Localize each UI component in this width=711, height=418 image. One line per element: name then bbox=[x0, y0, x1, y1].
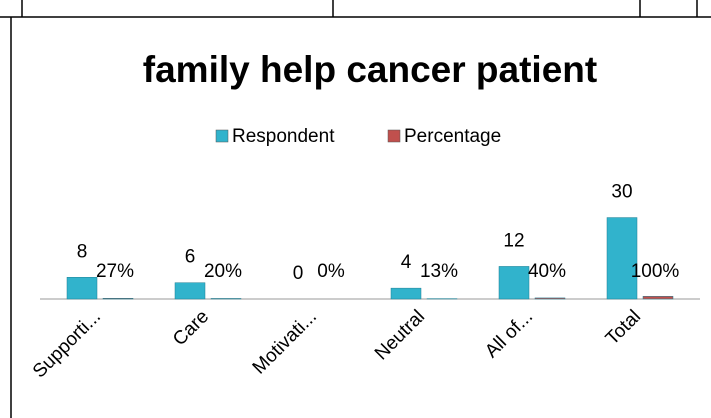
bar bbox=[606, 217, 638, 300]
bar bbox=[642, 296, 674, 300]
x-tick-label: All of... bbox=[481, 306, 537, 362]
data-label: 13% bbox=[420, 261, 458, 282]
legend-swatch bbox=[215, 129, 229, 143]
chart: Respondent Percentage Supporti... 8 27% Care 6… bbox=[29, 126, 679, 382]
data-label: 0 bbox=[293, 263, 304, 284]
data-label: 30 bbox=[611, 182, 632, 203]
data-label: 20% bbox=[204, 261, 242, 282]
bar bbox=[390, 287, 422, 300]
bar bbox=[174, 282, 206, 300]
x-tick-label: Motivati... bbox=[249, 306, 321, 378]
bar bbox=[534, 297, 566, 300]
x-tick-label: Care bbox=[169, 306, 213, 350]
data-label: 6 bbox=[185, 247, 196, 268]
data-label: 40% bbox=[528, 261, 566, 282]
bar bbox=[498, 266, 530, 300]
data-label: 8 bbox=[77, 241, 88, 262]
data-label: 0% bbox=[317, 261, 345, 282]
bar bbox=[66, 277, 98, 300]
chart-title: family help cancer patient bbox=[143, 49, 597, 90]
x-tick-label: Neutral bbox=[371, 306, 429, 364]
data-label: 4 bbox=[401, 252, 412, 273]
bar bbox=[102, 298, 134, 300]
x-tick-label: Supporti... bbox=[29, 306, 105, 382]
legend-label: Respondent bbox=[232, 126, 335, 147]
x-tick-label: Total bbox=[602, 306, 645, 349]
data-label: 27% bbox=[96, 261, 134, 282]
bar bbox=[210, 298, 242, 300]
data-label: 12 bbox=[503, 230, 524, 251]
data-label: 100% bbox=[631, 261, 680, 282]
legend-label: Percentage bbox=[404, 126, 501, 147]
legend-swatch bbox=[387, 129, 401, 143]
